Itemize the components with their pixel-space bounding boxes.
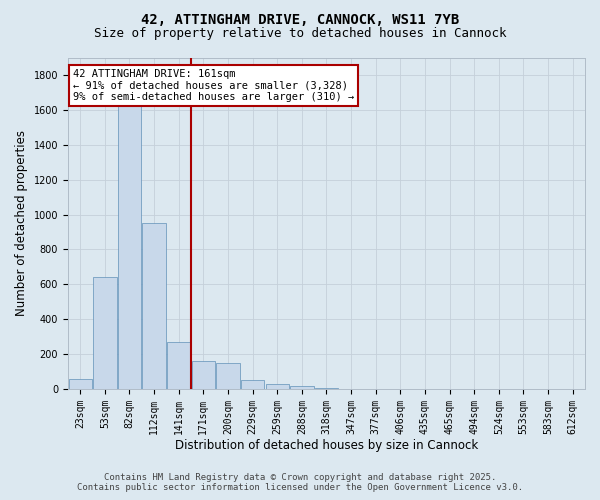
Bar (216, 363, 239, 389)
Bar (93, 278, 116, 389)
Text: Contains HM Land Registry data © Crown copyright and database right 2025.
Contai: Contains HM Land Registry data © Crown c… (77, 473, 523, 492)
Bar (191, 361, 215, 389)
Bar (266, 384, 289, 389)
Bar (68, 380, 92, 389)
Bar (241, 380, 264, 389)
Y-axis label: Number of detached properties: Number of detached properties (15, 130, 28, 316)
Text: 42 ATTINGHAM DRIVE: 161sqm
← 91% of detached houses are smaller (3,328)
9% of se: 42 ATTINGHAM DRIVE: 161sqm ← 91% of deta… (73, 69, 355, 102)
X-axis label: Distribution of detached houses by size in Cannock: Distribution of detached houses by size … (175, 440, 478, 452)
Text: 42, ATTINGHAM DRIVE, CANNOCK, WS11 7YB: 42, ATTINGHAM DRIVE, CANNOCK, WS11 7YB (141, 12, 459, 26)
Text: Size of property relative to detached houses in Cannock: Size of property relative to detached ho… (94, 28, 506, 40)
Bar (167, 342, 190, 389)
Bar (315, 388, 338, 389)
Bar (290, 386, 314, 389)
Bar (118, 101, 141, 389)
Bar (142, 223, 166, 389)
